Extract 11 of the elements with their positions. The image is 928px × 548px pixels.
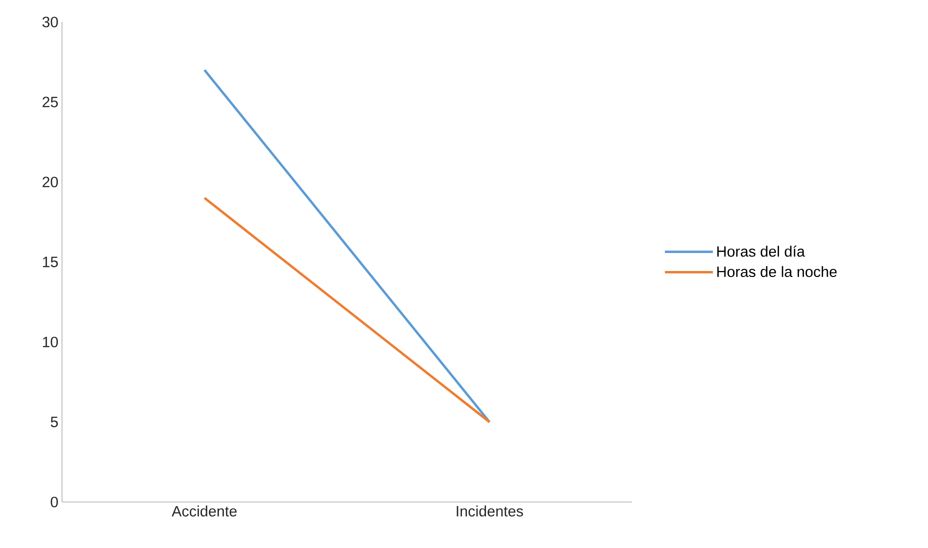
y-tick-label: 25 — [42, 96, 58, 108]
x-tick-label: Incidentes — [456, 506, 524, 516]
legend-label: Horas de la noche — [717, 266, 837, 278]
y-tick-label: 15 — [43, 256, 58, 268]
y-tick-label: 30 — [42, 16, 58, 28]
y-tick-label: 10 — [43, 336, 58, 348]
y-tick-label: 0 — [50, 496, 58, 508]
legend-label: Horas del día — [717, 246, 805, 257]
y-tick-label: 20 — [42, 176, 58, 188]
y-tick-label: 5 — [50, 416, 58, 428]
x-tick-label: Accidente — [172, 506, 237, 516]
